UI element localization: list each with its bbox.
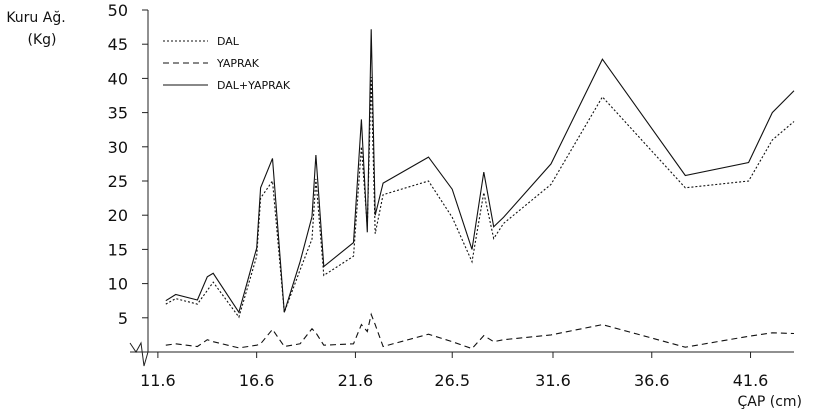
legend: DAL YAPRAK DAL+YAPRAK xyxy=(163,35,291,92)
x-tick-label: 21.6 xyxy=(338,371,374,390)
y-tick-label: 35 xyxy=(108,104,128,123)
series-line-yaprak xyxy=(165,312,795,350)
y-tick-label: 5 xyxy=(118,309,128,328)
x-tick-label: 11.6 xyxy=(140,371,176,390)
series-layer xyxy=(165,29,795,350)
y-tick-label: 10 xyxy=(108,275,128,294)
series-line-dal-yaprak xyxy=(165,29,795,314)
y-tick-label: 50 xyxy=(108,1,128,20)
y-tick-label: 25 xyxy=(108,172,128,191)
legend-label: DAL+YAPRAK xyxy=(217,79,291,92)
x-ticks: 11.6 16.6 21.6 26.5 31.6 36.6 41.6 xyxy=(140,352,768,390)
y-tick-label: 30 xyxy=(108,138,128,157)
y-axis-label-line1: Kuru Ağ. xyxy=(6,10,65,26)
y-tick-label: 40 xyxy=(108,69,128,88)
y-tick-label: 15 xyxy=(108,240,128,259)
x-tick-label: 31.6 xyxy=(535,371,571,390)
y-ticks: 5 10 15 20 25 30 35 40 45 50 xyxy=(108,1,148,328)
y-tick-label: 20 xyxy=(108,206,128,225)
legend-label: YAPRAK xyxy=(216,57,260,70)
x-tick-label: 41.6 xyxy=(733,371,769,390)
x-tick-label: 36.6 xyxy=(634,371,670,390)
y-tick-label: 45 xyxy=(108,35,128,54)
legend-label: DAL xyxy=(217,35,240,48)
x-axis-label: ÇAP (cm) xyxy=(737,394,802,410)
axis-break-mark xyxy=(129,341,149,367)
x-tick-label: 26.5 xyxy=(434,371,470,390)
x-tick-label: 16.6 xyxy=(239,371,275,390)
y-axis-label-line2: (Kg) xyxy=(28,32,57,48)
plot-area: 5 10 15 20 25 30 35 40 45 50 11.6 16.6 21.6 26.5 31.6… xyxy=(108,1,795,390)
